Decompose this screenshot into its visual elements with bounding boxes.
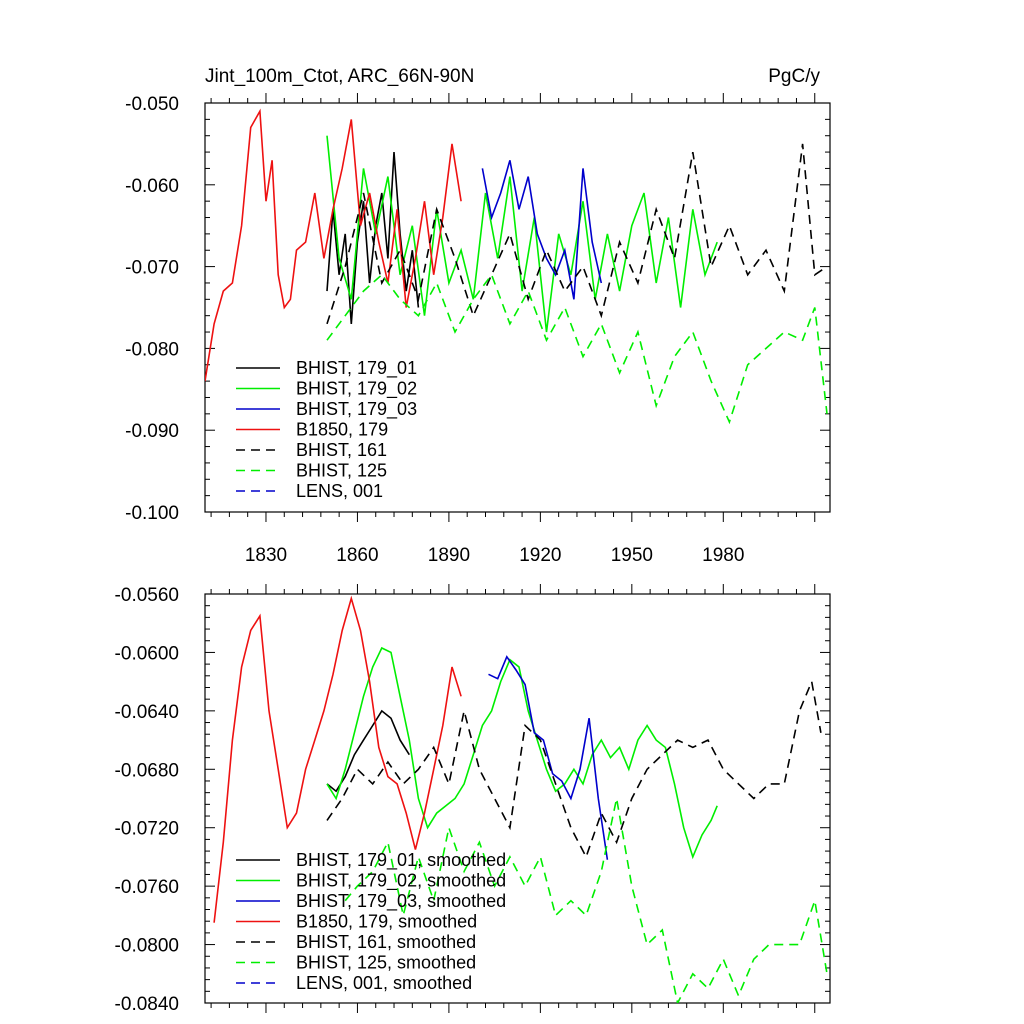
legend-label-lens-001: LENS, 001: [296, 481, 383, 501]
legend-label-bhist-179-03: BHIST, 179_03: [296, 399, 417, 420]
legend-label-b1850-179-smoothed: B1850, 179, smoothed: [296, 912, 477, 932]
y-tick-label: -0.0560: [115, 585, 179, 606]
y-tick-label: -0.060: [125, 176, 179, 197]
y-tick-label: -0.0720: [115, 819, 179, 840]
legend-label-bhist-179-01-smoothed: BHIST, 179_01, smoothed: [296, 850, 506, 871]
series-line-bhist-179-03: [481, 160, 603, 300]
legend-label-lens-001-smoothed: LENS, 001, smoothed: [296, 973, 472, 993]
legend-label-bhist-125: BHIST, 125: [296, 461, 387, 481]
x-tick-label: 1950: [611, 545, 653, 566]
bottom-chart-panel: -0.0560 -0.0600 -0.0640 -0.0680 -0.0720 -0.07…: [115, 584, 831, 1015]
x-tick-label: 1830: [245, 545, 287, 566]
legend-label-bhist-179-02: BHIST, 179_02: [296, 379, 417, 400]
y-tick-label: -0.090: [125, 421, 179, 442]
legend-label-bhist-161-smoothed: BHIST, 161, smoothed: [296, 932, 476, 952]
series-group: [205, 108, 828, 425]
series-line-bhist-179-02-smoothed: [326, 646, 718, 860]
x-tick-label: 1890: [428, 545, 470, 566]
chart-units: PgC/y: [768, 66, 820, 87]
series-line-bhist-125-smoothed: [344, 798, 828, 1003]
legend-label-bhist-179-01: BHIST, 179_01: [296, 358, 417, 379]
plot-frame: [204, 593, 831, 1004]
series-line-bhist-179-02: [326, 135, 718, 333]
x-tick-label: 1920: [519, 545, 561, 566]
y-tick-label: -0.0680: [115, 760, 179, 781]
series-line-b1850-179-smoothed: [213, 595, 462, 923]
plot-frame: [204, 102, 831, 513]
series-line-b1850-179: [205, 108, 462, 382]
x-tick-label: 1980: [702, 545, 744, 566]
series-group: [213, 595, 828, 1003]
chart-title: Jint_100m_Ctot, ARC_66N-90N: [205, 66, 474, 87]
top-chart-panel: Jint_100m_Ctot, ARC_66N-90N PgC/y -0.050…: [125, 66, 831, 566]
legend-label-b1850-179: B1850, 179: [296, 420, 388, 440]
y-tick-label: -0.0640: [115, 702, 179, 723]
y-tick-label: -0.070: [125, 258, 179, 279]
y-tick-label: -0.100: [125, 503, 179, 524]
legend-label-bhist-125-smoothed: BHIST, 125, smoothed: [296, 953, 476, 973]
series-line-bhist-179-03-smoothed: [488, 655, 609, 860]
legend-label-bhist-179-02-smoothed: BHIST, 179_02, smoothed: [296, 871, 506, 892]
legend-label-bhist-161: BHIST, 161: [296, 440, 387, 460]
y-tick-label: -0.0800: [115, 936, 179, 957]
series-line-bhist-161: [326, 143, 828, 325]
y-tick-label: -0.0600: [115, 643, 179, 664]
series-line-bhist-179-01-smoothed: [326, 709, 410, 793]
y-tick-label: -0.0840: [115, 994, 179, 1015]
x-tick-label: 1860: [336, 545, 378, 566]
legend-label-bhist-179-03-smoothed: BHIST, 179_03, smoothed: [296, 891, 506, 912]
y-tick-label: -0.080: [125, 339, 179, 360]
y-tick-label: -0.050: [125, 94, 179, 115]
series-line-bhist-125: [326, 273, 828, 425]
y-tick-label: -0.0760: [115, 877, 179, 898]
